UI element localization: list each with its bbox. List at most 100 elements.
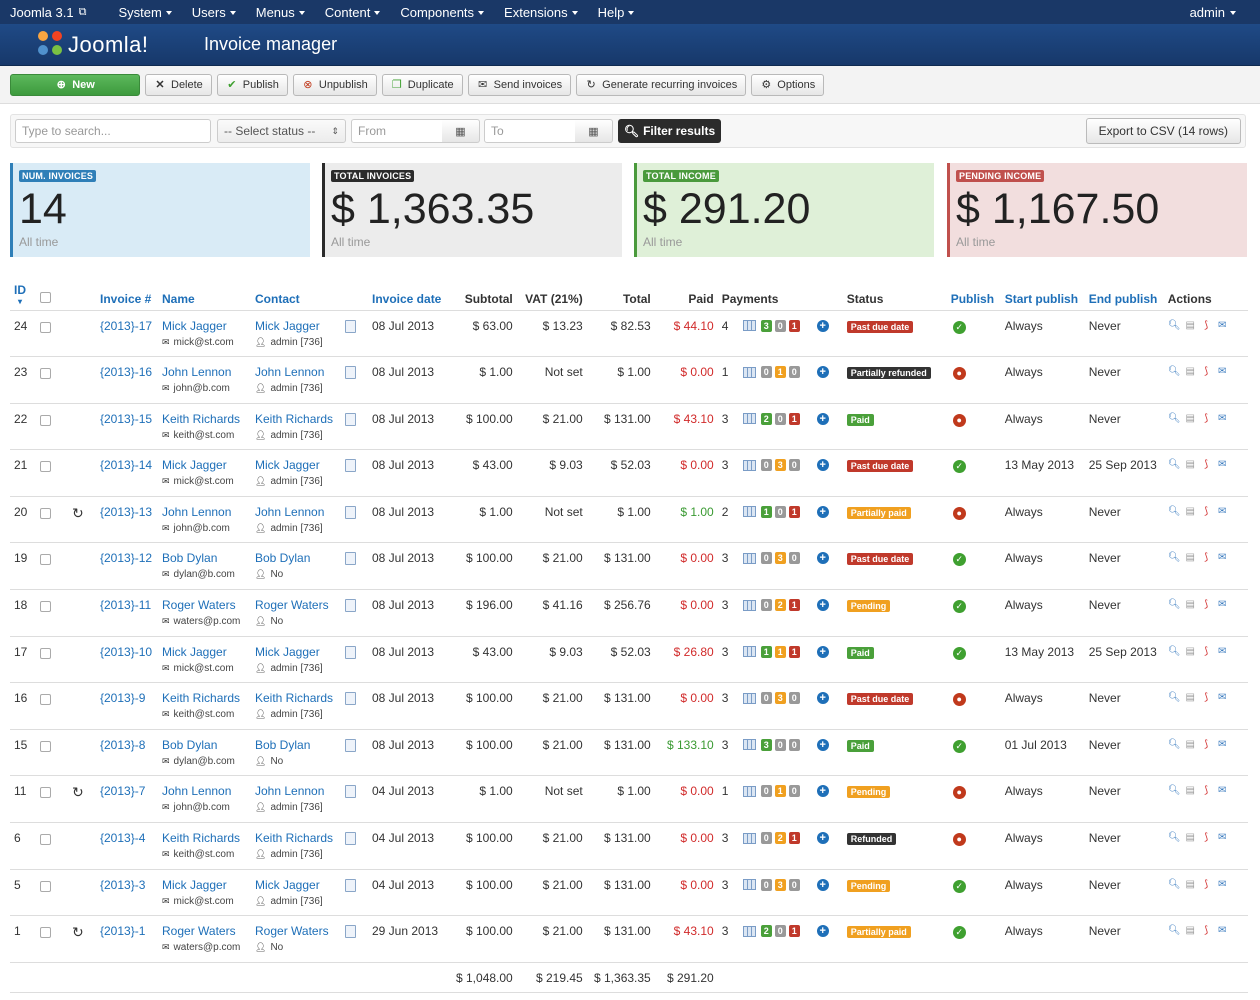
published-icon[interactable]: ✓: [952, 553, 966, 567]
published-icon[interactable]: ✓: [952, 320, 966, 334]
contact-link[interactable]: Roger Waters: [255, 924, 329, 939]
calendar-icon[interactable]: ▦: [442, 119, 480, 143]
pdf-icon[interactable]: ⟆: [1204, 925, 1209, 937]
payments-list-icon[interactable]: [742, 320, 756, 331]
document-icon[interactable]: ▤: [1185, 459, 1195, 471]
pdf-icon[interactable]: ⟆: [1204, 552, 1209, 564]
payments-list-icon[interactable]: [742, 692, 756, 704]
status-select[interactable]: -- Select status -- ⇕: [217, 119, 346, 143]
add-payment-icon[interactable]: +: [816, 319, 829, 332]
row-checkbox[interactable]: [40, 601, 51, 613]
document-icon[interactable]: ▤: [1185, 599, 1195, 611]
invoice-number-link[interactable]: {2013}-13: [100, 504, 153, 519]
document-icon[interactable]: [345, 692, 356, 706]
document-icon[interactable]: [345, 505, 356, 519]
document-icon[interactable]: ▤: [1185, 319, 1195, 331]
pdf-icon[interactable]: ⟆: [1204, 599, 1209, 611]
email-icon[interactable]: ✉: [1218, 878, 1227, 890]
row-checkbox[interactable]: [40, 368, 51, 380]
row-checkbox[interactable]: [40, 787, 51, 799]
date-column-header[interactable]: Invoice date: [368, 270, 452, 311]
menu-item-help[interactable]: Help: [588, 5, 645, 20]
add-payment-icon[interactable]: +: [816, 366, 829, 379]
to-date-input[interactable]: To: [484, 119, 576, 143]
document-icon[interactable]: [345, 645, 356, 659]
invoice-number-link[interactable]: {2013}-11: [100, 598, 152, 613]
pdf-icon[interactable]: ⟆: [1204, 832, 1209, 844]
add-payment-icon[interactable]: +: [816, 459, 829, 472]
payments-list-icon[interactable]: [742, 459, 756, 471]
add-payment-icon[interactable]: +: [816, 599, 829, 612]
invoice-number-link[interactable]: {2013}-10: [100, 644, 153, 659]
customer-name-link[interactable]: John Lennon: [162, 504, 232, 519]
end-publish-column-header[interactable]: End publish: [1084, 270, 1164, 311]
payments-list-icon[interactable]: [742, 506, 756, 518]
payments-list-icon[interactable]: [742, 552, 756, 564]
document-icon[interactable]: ▤: [1185, 925, 1195, 937]
contact-link[interactable]: Keith Richards: [255, 691, 334, 706]
payments-list-icon[interactable]: [742, 366, 756, 378]
search-input[interactable]: Type to search...: [15, 119, 211, 143]
document-icon[interactable]: [345, 878, 356, 892]
add-payment-icon[interactable]: +: [816, 412, 829, 425]
invoice-number-link[interactable]: {2013}-7: [100, 784, 146, 799]
document-icon[interactable]: [345, 832, 356, 846]
row-checkbox[interactable]: [40, 740, 51, 752]
new-button[interactable]: ⊕ New: [10, 73, 140, 96]
row-checkbox[interactable]: [40, 461, 51, 473]
pdf-icon[interactable]: ⟆: [1204, 412, 1209, 424]
published-icon[interactable]: ✓: [952, 926, 966, 940]
unpublished-icon[interactable]: ●: [952, 693, 966, 707]
view-icon[interactable]: 🔍︎: [1167, 599, 1181, 611]
calendar-icon[interactable]: ▦: [575, 119, 613, 143]
published-icon[interactable]: ✓: [952, 646, 966, 660]
email-icon[interactable]: ✉: [1218, 366, 1227, 378]
name-column-header[interactable]: Name: [158, 270, 251, 311]
payments-list-icon[interactable]: [742, 925, 756, 937]
published-icon[interactable]: ✓: [952, 739, 966, 753]
unpublished-icon[interactable]: ●: [952, 786, 966, 800]
email-icon[interactable]: ✉: [1218, 785, 1227, 797]
payments-list-icon[interactable]: [742, 832, 756, 844]
unpublish-button[interactable]: ⊗ Unpublish: [292, 73, 377, 96]
contact-link[interactable]: John Lennon: [255, 365, 325, 380]
generate-recurring-button[interactable]: ↻ Generate recurring invoices: [576, 73, 747, 96]
document-icon[interactable]: [345, 319, 356, 333]
contact-link[interactable]: Mick Jagger: [255, 877, 320, 892]
payments-list-icon[interactable]: [742, 599, 756, 611]
customer-name-link[interactable]: Keith Richards: [162, 831, 241, 846]
unpublished-icon[interactable]: ●: [952, 413, 966, 427]
payments-list-icon[interactable]: [742, 646, 756, 658]
from-date-input[interactable]: From: [351, 119, 443, 143]
contact-link[interactable]: Bob Dylan: [255, 737, 311, 752]
email-icon[interactable]: ✉: [1218, 832, 1227, 844]
options-button[interactable]: ⚙ Options: [751, 73, 825, 96]
published-icon[interactable]: ✓: [952, 460, 966, 474]
customer-name-link[interactable]: Roger Waters: [162, 924, 236, 939]
site-brand[interactable]: Joomla 3.1 ⧉: [0, 5, 96, 20]
invoice-number-link[interactable]: {2013}-1: [100, 924, 146, 939]
unpublished-icon[interactable]: ●: [952, 833, 966, 847]
published-icon[interactable]: ✓: [952, 600, 966, 614]
document-icon[interactable]: ▤: [1185, 785, 1195, 797]
view-icon[interactable]: 🔍︎: [1167, 645, 1181, 657]
document-icon[interactable]: [345, 366, 356, 380]
view-icon[interactable]: 🔍︎: [1167, 505, 1181, 517]
add-payment-icon[interactable]: +: [816, 738, 829, 751]
row-checkbox[interactable]: [40, 554, 51, 566]
publish-button[interactable]: ✔ Publish: [216, 73, 288, 96]
view-icon[interactable]: 🔍︎: [1167, 832, 1181, 844]
row-checkbox[interactable]: [40, 880, 51, 892]
filter-results-button[interactable]: 🔍︎ Filter results: [618, 119, 721, 143]
pdf-icon[interactable]: ⟆: [1204, 645, 1209, 657]
document-icon[interactable]: ▤: [1185, 692, 1195, 704]
contact-link[interactable]: Roger Waters: [255, 598, 329, 613]
user-name[interactable]: admin: [1189, 4, 1225, 20]
customer-name-link[interactable]: Mick Jagger: [162, 644, 227, 659]
document-icon[interactable]: ▤: [1185, 832, 1195, 844]
document-icon[interactable]: ▤: [1185, 878, 1195, 890]
row-checkbox[interactable]: [40, 321, 51, 333]
add-payment-icon[interactable]: +: [816, 832, 829, 845]
document-icon[interactable]: ▤: [1185, 366, 1195, 378]
invoice-number-link[interactable]: {2013}-12: [100, 551, 153, 566]
